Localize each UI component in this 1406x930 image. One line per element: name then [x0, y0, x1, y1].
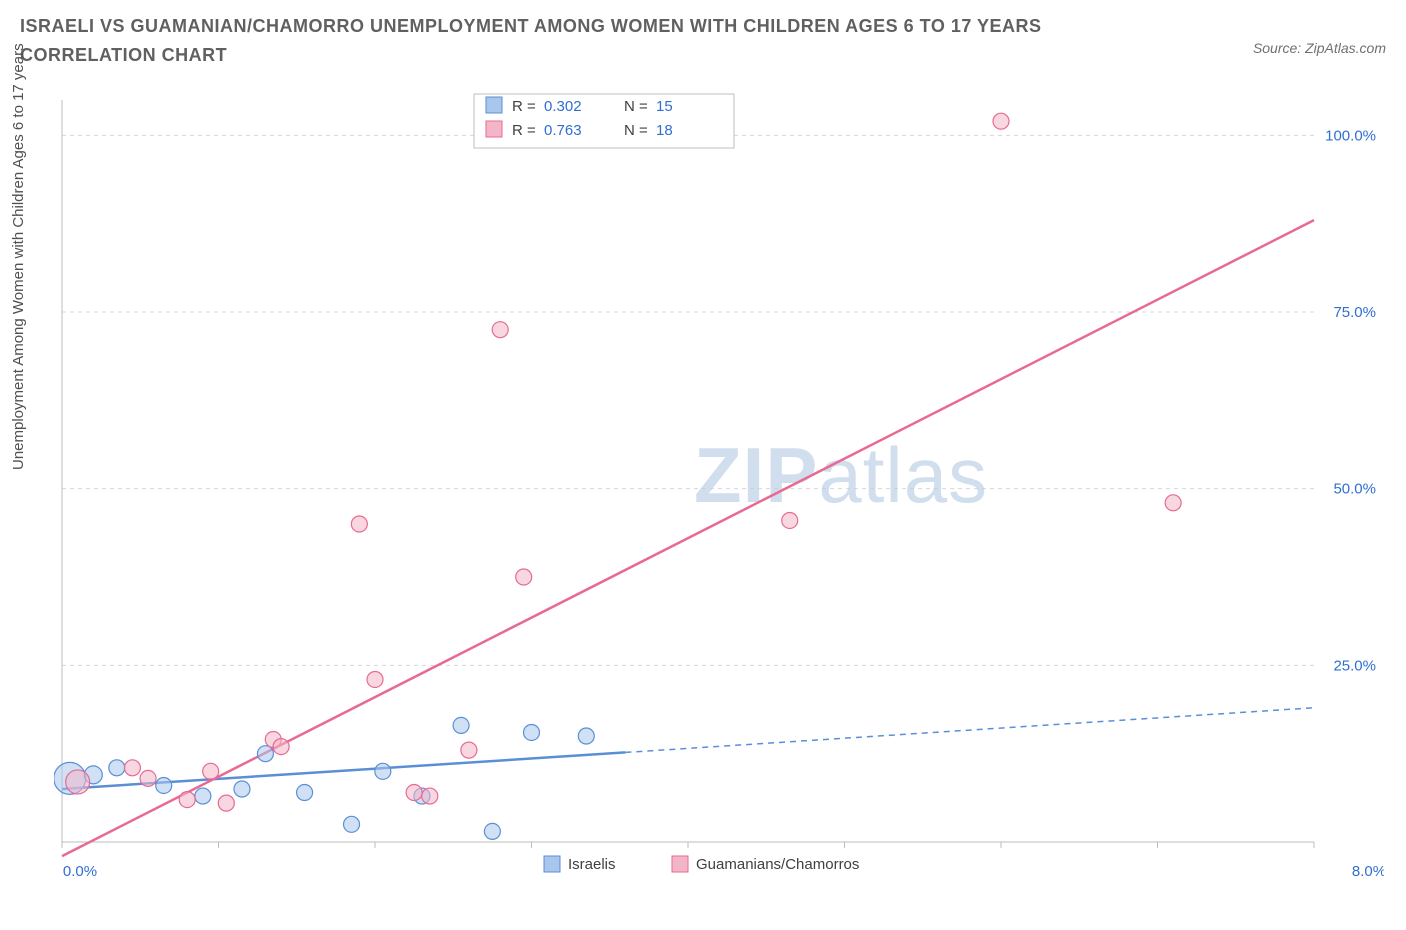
y-tick-label: 100.0%: [1325, 127, 1376, 144]
legend-swatch: [486, 97, 502, 113]
scatter-point: [140, 770, 156, 786]
bottom-legend-swatch: [672, 856, 688, 872]
scatter-point: [406, 785, 422, 801]
legend-n-label: N =: [624, 122, 648, 139]
chart-header: ISRAELI VS GUAMANIAN/CHAMORRO UNEMPLOYME…: [20, 12, 1386, 70]
scatter-point: [461, 742, 477, 758]
trend-line: [62, 220, 1314, 856]
scatter-point: [351, 516, 367, 532]
legend-r-label: R =: [512, 122, 536, 139]
scatter-point: [109, 760, 125, 776]
scatter-point: [375, 763, 391, 779]
bottom-legend-swatch: [544, 856, 560, 872]
chart-source: Source: ZipAtlas.com: [1253, 40, 1386, 56]
scatter-point: [578, 728, 594, 744]
scatter-point: [66, 770, 90, 794]
scatter-point: [297, 785, 313, 801]
y-axis-label: Unemployment Among Women with Children A…: [10, 43, 27, 470]
scatter-point: [516, 569, 532, 585]
chart-svg: 25.0% 50.0% 75.0% 100.0% 0.0% 8.0% ZIPatlas R =…: [54, 92, 1384, 882]
chart-title: ISRAELI VS GUAMANIAN/CHAMORRO UNEMPLOYME…: [20, 12, 1120, 70]
scatter-point: [524, 724, 540, 740]
legend-n-value: 18: [656, 122, 673, 139]
scatter-point: [218, 795, 234, 811]
watermark: ZIPatlas: [694, 431, 988, 519]
scatter-point: [993, 113, 1009, 129]
scatter-point: [422, 788, 438, 804]
scatter-point: [195, 788, 211, 804]
legend-n-value: 15: [656, 98, 673, 115]
y-tick-label: 75.0%: [1333, 304, 1376, 321]
scatter-point: [492, 322, 508, 338]
bottom-legend-label: Guamanians/Chamorros: [696, 856, 859, 873]
legend-r-value: 0.302: [544, 98, 582, 115]
trend-line-dashed: [625, 708, 1314, 753]
scatter-point: [257, 746, 273, 762]
scatter-point: [782, 512, 798, 528]
scatter-point: [156, 777, 172, 793]
scatter-point: [344, 816, 360, 832]
scatter-point: [179, 792, 195, 808]
legend-swatch: [486, 121, 502, 137]
scatter-point: [234, 781, 250, 797]
scatter-point: [484, 823, 500, 839]
scatter-point: [273, 739, 289, 755]
legend-n-label: N =: [624, 98, 648, 115]
y-tick-label: 25.0%: [1333, 657, 1376, 674]
scatter-point: [203, 763, 219, 779]
scatter-point: [453, 717, 469, 733]
scatter-point: [367, 671, 383, 687]
bottom-legend-label: Israelis: [568, 856, 616, 873]
correlation-chart: 25.0% 50.0% 75.0% 100.0% 0.0% 8.0% ZIPatlas R =…: [54, 92, 1384, 882]
scatter-point: [124, 760, 140, 776]
y-tick-label: 50.0%: [1333, 481, 1376, 498]
scatter-point: [1165, 495, 1181, 511]
legend-r-label: R =: [512, 98, 536, 115]
x-tick-label: 0.0%: [63, 863, 97, 880]
x-tick-label: 8.0%: [1352, 863, 1384, 880]
legend-r-value: 0.763: [544, 122, 582, 139]
